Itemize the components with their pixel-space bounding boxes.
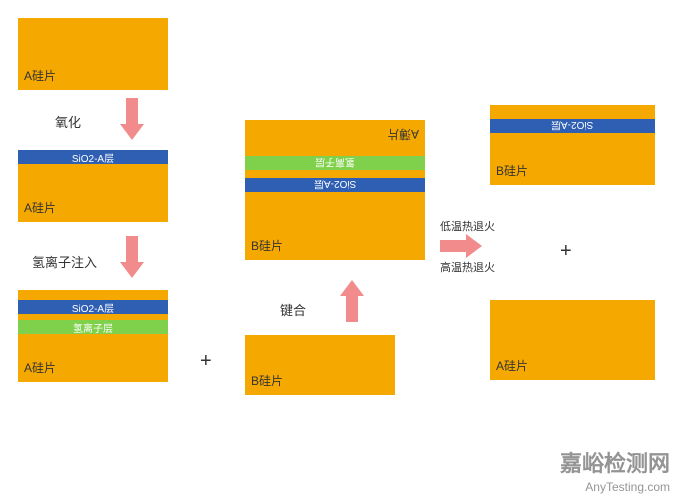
arrow-anneal [440,234,482,258]
watermark-main: 嘉峪检测网 [560,446,670,478]
block-a-oxide: SiO2-A层 A硅片 [18,150,168,222]
plus-2: + [560,240,572,263]
layer-label-sio2-bonded: SiO2-A层 [314,178,356,193]
step-anneal1: 低温热退火 [440,218,495,234]
label-a-wafer-2: A硅片 [24,199,56,216]
layer-label-sio2-a: SiO2-A层 [72,150,114,165]
label-b-wafer-bonded: B硅片 [251,237,283,254]
label-a-wafer-3: A硅片 [24,359,56,376]
layer-label-h-ion-bonded: 氢离子层 [315,156,355,171]
label-a-wafer-result: A硅片 [496,357,528,374]
layer-label-h-ion: 氢离子层 [73,320,113,335]
block-a-plain: A硅片 [18,18,168,90]
block-result-bottom: A硅片 [490,300,655,380]
block-b-plain: B硅片 [245,335,395,395]
arrow-bond [340,280,364,322]
step-bond: 键合 [280,300,306,319]
layer-sio2-result: SiO2-A层 [490,119,655,133]
plus-1: + [200,350,212,373]
step-oxidize: 氧化 [55,112,81,131]
step-anneal2: 高温热退火 [440,259,495,275]
diagram-stage: A硅片 氧化 SiO2-A层 A硅片 氢离子注入 SiO2-A层 氢离子层 A硅… [0,0,680,500]
arrow-oxidize [120,98,144,140]
label-b-wafer: B硅片 [251,372,283,389]
layer-h-ion: 氢离子层 [18,320,168,334]
layer-label-sio2-result: SiO2-A层 [551,119,593,134]
block-a-implanted: SiO2-A层 氢离子层 A硅片 [18,290,168,382]
step-implant: 氢离子注入 [32,252,97,271]
label-a-wafer: A硅片 [24,67,56,84]
layer-label-sio2-a-2: SiO2-A层 [72,300,114,315]
label-b-wafer-result: B硅片 [496,162,528,179]
block-bonded: A薄片 氢离子层 SiO2-A层 B硅片 [245,120,425,260]
arrow-implant [120,236,144,278]
layer-h-ion-bonded: 氢离子层 [245,156,425,170]
layer-sio2-a: SiO2-A层 [18,150,168,164]
layer-sio2-a-2: SiO2-A层 [18,300,168,314]
label-a-thin-flipped: A薄片 [387,126,419,143]
watermark-sub: AnyTesting.com [585,480,670,494]
layer-sio2-bonded: SiO2-A层 [245,178,425,192]
block-result-top: SiO2-A层 B硅片 [490,105,655,185]
